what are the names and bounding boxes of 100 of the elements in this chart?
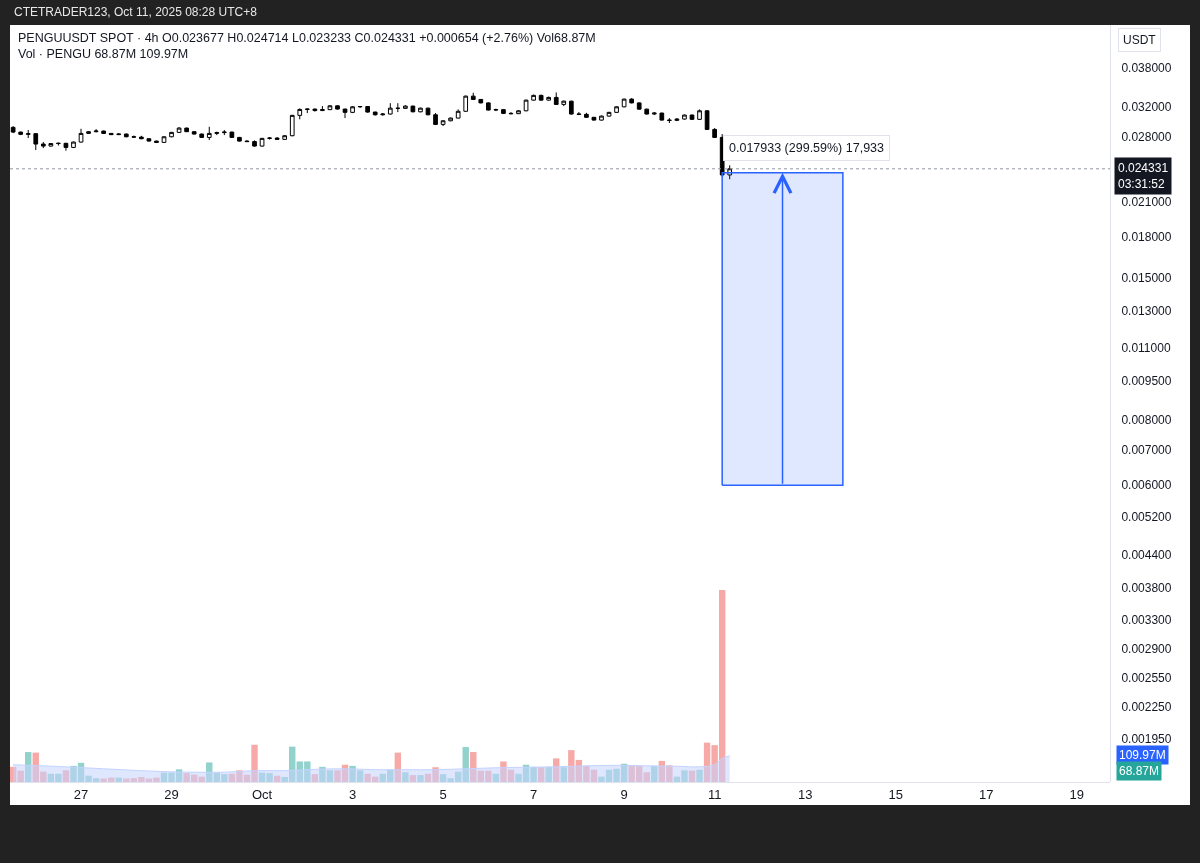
bar [470, 752, 477, 782]
y-tick-label: 0.003800 [1121, 581, 1172, 596]
x-tick-label: Oct [251, 786, 273, 802]
candlestick [161, 135, 167, 144]
candlestick [123, 133, 129, 138]
candlestick [78, 128, 84, 144]
y-tick-label: 0.021000 [1121, 195, 1172, 210]
candlestick [10, 125, 16, 134]
bar [492, 773, 500, 782]
candlestick [350, 105, 355, 114]
x-tick-label: 29 [164, 786, 179, 802]
x-tick-label: 19 [1069, 786, 1084, 802]
candlestick [48, 142, 54, 148]
candlestick [221, 129, 227, 136]
candlestick [440, 119, 446, 127]
candlestick [538, 94, 544, 102]
candlestick [372, 111, 378, 117]
x-tick-label: 13 [797, 786, 813, 802]
candlestick [501, 108, 506, 115]
candlestick [523, 99, 529, 112]
candlestick [516, 109, 521, 115]
candlestick [674, 117, 680, 122]
candlestick [621, 98, 627, 108]
candlestick [561, 100, 567, 107]
bar [25, 752, 32, 782]
candlestick [229, 131, 235, 139]
y-tick-label: 0.005200 [1121, 510, 1172, 525]
annotation: 0.017933 (299.59%) 17,933 [729, 141, 885, 155]
x-tick-label: 9 [620, 786, 628, 802]
candlestick [86, 130, 91, 135]
bar [62, 770, 70, 782]
candlestick [244, 139, 250, 143]
bar [696, 769, 703, 782]
candlestick [697, 108, 702, 121]
candlestick [387, 102, 393, 116]
candlestick [335, 105, 340, 111]
candlestick [267, 136, 272, 141]
candlestick [448, 117, 453, 122]
candlestick [433, 112, 438, 126]
bar [545, 766, 552, 782]
candlestick [667, 117, 672, 124]
y-tick-label: 0.009500 [1121, 374, 1172, 389]
candlestick [237, 136, 242, 143]
candlestick [470, 92, 476, 101]
candlestick [704, 109, 710, 131]
candlestick [327, 104, 333, 111]
bar [402, 772, 409, 782]
candlestick [214, 131, 220, 136]
candlestick [131, 135, 137, 139]
candlestick [531, 94, 536, 102]
candlestick [584, 112, 589, 119]
candlestick [614, 105, 619, 114]
candlestick [184, 127, 189, 133]
y-tick-label: 0.006000 [1121, 478, 1172, 493]
candlestick [493, 108, 499, 112]
bar [409, 775, 417, 782]
candlestick [463, 95, 469, 113]
candlestick [403, 104, 408, 110]
candlestick [682, 114, 687, 121]
y-tick-label: 0.013000 [1121, 303, 1172, 318]
candlestick [199, 133, 205, 139]
bar [417, 775, 424, 782]
candlestick [659, 112, 665, 122]
y-tick-label: 0.015000 [1121, 271, 1172, 286]
text: 68.87M [1119, 764, 1160, 778]
candlestick [93, 128, 99, 133]
y-tick-label: 0.008000 [1121, 413, 1172, 428]
candlestick [297, 107, 303, 120]
y-tick-label: 0.018000 [1121, 230, 1172, 245]
bar [462, 747, 469, 782]
candlestick [252, 139, 257, 148]
candlestick [591, 116, 597, 122]
y-tick-label: 0.011000 [1121, 341, 1171, 356]
candlestick [599, 115, 604, 122]
candlestick [274, 136, 280, 141]
candlestick [553, 91, 559, 106]
bar [206, 762, 213, 782]
candlestick [25, 129, 31, 139]
candlestick [33, 132, 39, 151]
candlestick [63, 142, 69, 152]
candlestick [689, 114, 695, 121]
candlestick [644, 108, 650, 116]
y-tick-label: 0.002900 [1121, 642, 1172, 657]
bar [311, 774, 319, 782]
candlestick [206, 126, 212, 141]
candlestick [18, 131, 24, 136]
candlestick [176, 126, 182, 134]
bar [560, 767, 567, 782]
y-tick-label: 0.004400 [1121, 548, 1172, 563]
candlestick [146, 137, 152, 143]
y-tick-label: 0.002250 [1121, 699, 1172, 714]
y-tick-label: 0.007000 [1121, 443, 1172, 458]
candlestick [568, 100, 574, 116]
candlestick [71, 141, 76, 149]
candlestick [395, 102, 401, 113]
candlestick [169, 131, 174, 138]
candlestick [629, 97, 635, 104]
candlestick [365, 105, 371, 114]
candlestick [380, 112, 386, 117]
y-axis-title: USDT [1123, 33, 1157, 47]
